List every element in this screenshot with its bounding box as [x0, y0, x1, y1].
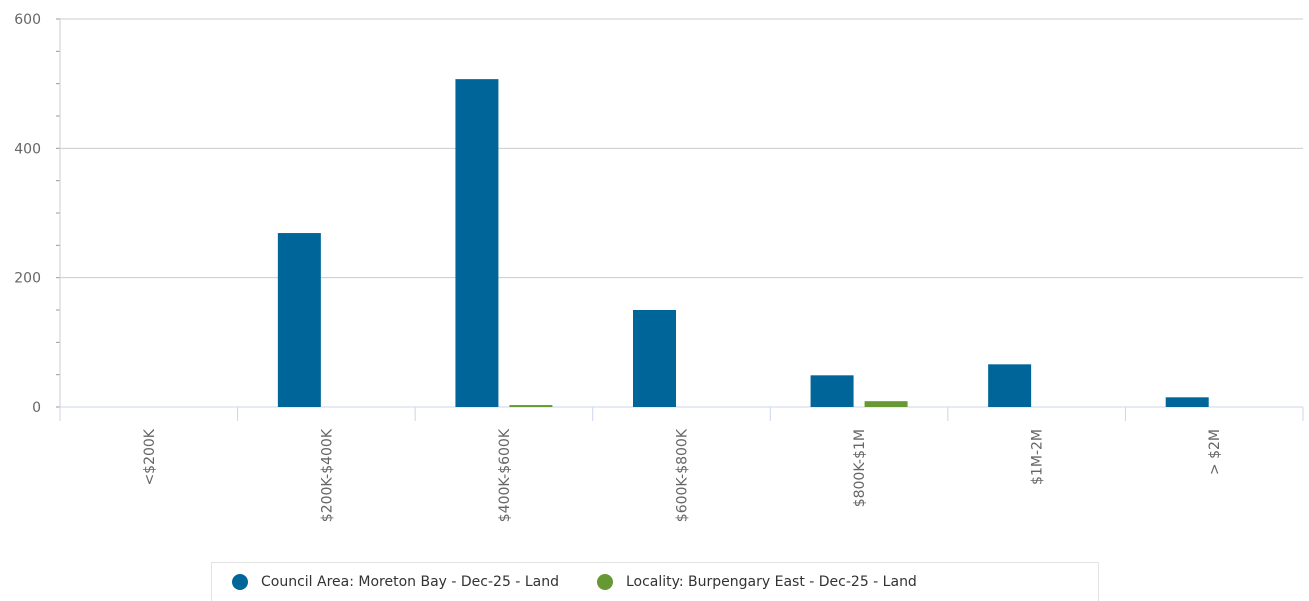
bar-council-area-moreton-bay-dec-25-land-2m[interactable] [1165, 397, 1209, 407]
legend: Council Area: Moreton Bay - Dec-25 - Lan… [211, 562, 1099, 601]
x-tick-label-2m: > $2M [1207, 429, 1223, 475]
legend-item-locality[interactable]: Locality: Burpengary East - Dec-25 - Lan… [596, 574, 917, 590]
x-tick-label-600k-800k: $600K-$800K [675, 428, 691, 522]
tick-labels: 0 200 400 600 <$200K $200K-$400K $400K-$600K $6… [14, 12, 1223, 522]
x-tick-label-200k: <$200K [142, 428, 158, 485]
bar-council-area-moreton-bay-dec-25-land-200k-400k[interactable] [277, 233, 321, 407]
legend-swatch-locality [596, 574, 613, 590]
y-tick-label-200: 200 [14, 271, 41, 287]
y-tick-label-0: 0 [32, 400, 41, 416]
bar-council-area-moreton-bay-dec-25-land-800k-1m[interactable] [810, 375, 854, 407]
legend-label-locality: Locality: Burpengary East - Dec-25 - Lan… [625, 574, 917, 590]
x-tick-label-800k-1m: $800K-$1M [852, 429, 868, 507]
legend-label-council-area: Council Area: Moreton Bay - Dec-25 - Lan… [261, 574, 559, 590]
bar-council-area-moreton-bay-dec-25-land-400k-600k[interactable] [455, 79, 499, 407]
legend-item-council-area[interactable]: Council Area: Moreton Bay - Dec-25 - Lan… [232, 574, 559, 590]
bar-council-area-moreton-bay-dec-25-land-1m-2m[interactable] [988, 364, 1032, 407]
bar-locality-burpengary-east-dec-25-land-400k-600k[interactable] [509, 405, 553, 407]
x-tick-label-1m-2m: $1M-2M [1030, 429, 1046, 485]
bars [277, 79, 1209, 407]
gridlines [60, 18, 1303, 408]
x-tick-label-200k-400k: $200K-$400K [319, 428, 335, 522]
x-tick-label-400k-600k: $400K-$600K [497, 428, 513, 522]
legend-swatch-council-area [232, 574, 248, 590]
y-tick-label-400: 400 [14, 141, 41, 157]
y-tick-label-600: 600 [14, 12, 41, 28]
axes [56, 18, 1304, 421]
bar-locality-burpengary-east-dec-25-land-800k-1m[interactable] [864, 401, 908, 407]
bar-council-area-moreton-bay-dec-25-land-600k-800k[interactable] [633, 310, 676, 407]
